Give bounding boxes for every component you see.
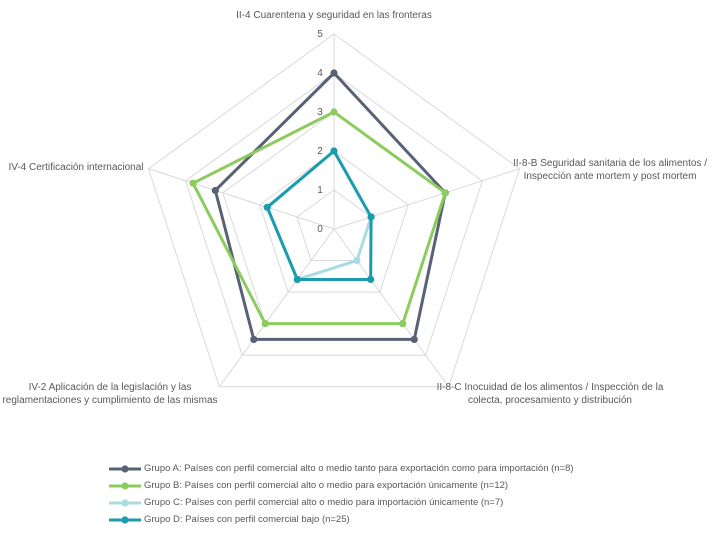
legend-label: Grupo A: Países con perfil comercial alt…	[144, 463, 574, 474]
radar-chart: 0 1 2 3 4 5 II-4 Cuarentena y seguridad en la…	[2, 10, 707, 406]
data-point	[211, 186, 219, 195]
grid-spoke-4	[148, 168, 335, 230]
data-point	[263, 203, 271, 211]
data-point	[441, 189, 449, 197]
tick-label: 5	[317, 29, 323, 40]
grid-ring-2	[259, 150, 409, 293]
data-point	[261, 320, 269, 328]
tick-label: 2	[317, 146, 323, 157]
legend-label: Grupo D: Países con perfil comercial baj…	[144, 514, 350, 525]
data-point	[330, 147, 338, 155]
data-point	[250, 335, 258, 344]
data-point	[353, 256, 361, 265]
category-label-0: II-4 Cuarentena y seguridad en las front…	[236, 10, 432, 21]
grid-spoke-2	[333, 228, 450, 388]
radar-grid	[147, 33, 521, 388]
tick-label: 1	[317, 185, 323, 196]
data-point	[410, 335, 418, 344]
radar-series	[189, 69, 449, 344]
legend-item: Grupo A: Países con perfil comercial alt…	[108, 460, 708, 477]
grid-ring-1	[296, 189, 372, 262]
tick-label: 4	[317, 68, 323, 79]
data-point	[293, 275, 301, 284]
tick-label: 0	[317, 224, 323, 235]
legend-item: Grupo C: Países con perfil comercial alt…	[108, 494, 708, 511]
category-label-3: IV-2 Aplicación de la legislación y las r…	[2, 382, 217, 406]
series-2	[263, 147, 375, 284]
category-label-2: II-8-C Inocuidad de los alimentos / Insp…	[437, 382, 664, 406]
data-point	[399, 320, 407, 328]
legend-swatch	[109, 498, 141, 507]
data-point	[330, 69, 338, 77]
grid-ring-4	[185, 72, 483, 356]
data-point	[367, 275, 375, 284]
grid-ring-5	[147, 33, 521, 388]
grid-spoke-1	[333, 168, 520, 230]
data-point	[367, 213, 375, 221]
category-labels: II-4 Cuarentena y seguridad en las front…	[2, 10, 707, 406]
series-line	[213, 71, 447, 341]
legend-item: Grupo B: Países con perfil comercial alt…	[108, 477, 708, 494]
legend-label: Grupo C: Países con perfil comercial alt…	[144, 497, 504, 508]
category-label-1: II-8-B Seguridad sanitaria de los alimen…	[513, 158, 707, 182]
series-line	[191, 110, 447, 326]
data-point	[189, 179, 197, 187]
series-0	[211, 69, 449, 344]
legend-swatch	[109, 481, 141, 490]
legend-label: Grupo B: Países con perfil comercial alt…	[144, 480, 509, 491]
series-1	[189, 108, 449, 328]
legend-item: Grupo D: Países con perfil comercial baj…	[108, 511, 708, 528]
data-point	[330, 108, 338, 116]
legend-swatch	[109, 464, 141, 473]
legend-swatch	[109, 515, 141, 524]
radial-tick-labels: 0 1 2 3 4 5	[317, 29, 323, 235]
chart-legend: Grupo A: Países con perfil comercial alt…	[108, 460, 708, 528]
tick-label: 3	[317, 107, 323, 118]
series-line	[265, 149, 373, 281]
category-label-4: IV-4 Certificación internacional	[8, 162, 143, 173]
grid-spoke-3	[218, 228, 335, 388]
series-3	[263, 147, 375, 284]
